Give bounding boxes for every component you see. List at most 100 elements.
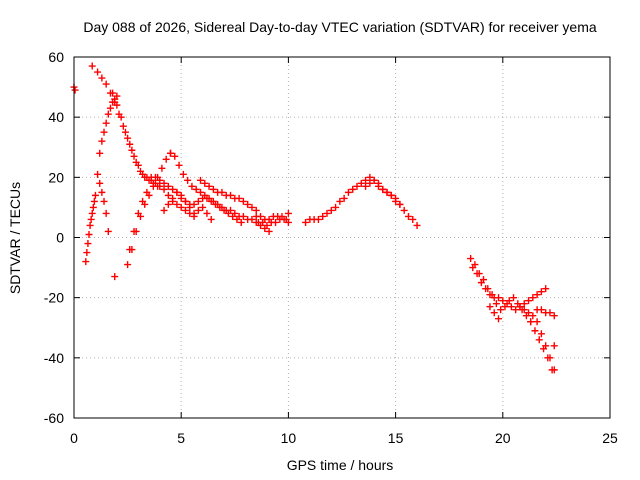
- data-point: [89, 203, 97, 211]
- data-point: [179, 170, 187, 178]
- data-point: [162, 155, 170, 163]
- data-point: [233, 215, 241, 223]
- data-point: [169, 185, 177, 193]
- series-start-point: [70, 83, 79, 94]
- data-point: [239, 212, 247, 220]
- data-marks: [70, 62, 558, 374]
- series-falling-short: [94, 170, 112, 235]
- x-tick-label: 20: [495, 430, 511, 446]
- data-point: [117, 113, 125, 121]
- data-point: [121, 128, 129, 136]
- data-point: [160, 179, 168, 187]
- data-point: [190, 209, 198, 217]
- data-point: [362, 182, 370, 190]
- data-point: [237, 218, 245, 226]
- data-point: [100, 197, 108, 205]
- data-point: [171, 152, 179, 160]
- data-point: [366, 173, 374, 181]
- series-late-desc-6: [486, 303, 503, 323]
- data-point: [83, 249, 91, 257]
- data-point: [186, 203, 194, 211]
- data-point: [88, 209, 96, 217]
- data-point: [314, 215, 322, 223]
- data-point: [544, 354, 552, 362]
- series-mid-hump: [302, 173, 421, 229]
- data-point: [84, 240, 92, 248]
- data-point: [102, 119, 110, 127]
- series-rising-arc-3b: [126, 188, 151, 254]
- data-point: [85, 230, 93, 238]
- data-point: [134, 209, 142, 217]
- data-point: [490, 309, 498, 317]
- data-point: [126, 140, 134, 148]
- data-point: [139, 197, 147, 205]
- data-point: [203, 194, 211, 202]
- data-point: [482, 285, 490, 293]
- series-rising-arc-early: [82, 191, 99, 266]
- data-point: [550, 312, 558, 320]
- series-rising-arc-2: [96, 92, 121, 157]
- data-point: [111, 273, 119, 281]
- grid: [74, 57, 610, 418]
- data-point: [130, 227, 138, 235]
- data-point: [537, 330, 545, 338]
- data-point: [229, 212, 237, 220]
- data-point: [173, 200, 181, 208]
- data-point: [323, 209, 331, 217]
- data-point: [96, 179, 104, 187]
- data-point: [400, 206, 408, 214]
- data-point: [344, 188, 352, 196]
- data-point: [134, 161, 142, 169]
- series-band-4-8: [160, 188, 215, 223]
- data-point: [164, 191, 172, 199]
- data-point: [88, 62, 96, 70]
- data-point: [194, 206, 202, 214]
- data-point: [220, 206, 228, 214]
- data-point: [510, 294, 518, 302]
- data-point: [520, 300, 528, 308]
- series-late-point: [550, 342, 558, 350]
- data-point: [184, 176, 192, 184]
- data-point: [495, 294, 503, 302]
- data-point: [516, 303, 524, 311]
- data-point: [143, 188, 151, 196]
- data-point: [370, 176, 378, 184]
- data-point: [175, 161, 183, 169]
- data-point: [396, 200, 404, 208]
- data-point: [503, 300, 511, 308]
- data-point: [205, 182, 213, 190]
- data-point: [201, 179, 209, 187]
- data-point: [128, 146, 136, 154]
- data-point: [469, 264, 477, 272]
- series-late-desc-2: [469, 264, 550, 314]
- data-point: [302, 218, 310, 226]
- data-point: [531, 327, 539, 335]
- data-point: [362, 176, 370, 184]
- series-band-6-8: [196, 176, 260, 214]
- data-point: [207, 197, 215, 205]
- data-point: [495, 315, 503, 323]
- data-point: [280, 215, 288, 223]
- data-point: [173, 188, 181, 196]
- y-tick-label: 40: [48, 109, 64, 125]
- data-point: [529, 294, 537, 302]
- data-point: [119, 122, 127, 130]
- data-point: [383, 188, 391, 196]
- data-point: [497, 306, 505, 314]
- data-point: [550, 342, 558, 350]
- data-point: [248, 203, 256, 211]
- data-point: [199, 203, 207, 211]
- data-point: [527, 318, 535, 326]
- data-point: [244, 200, 252, 208]
- y-tick-label: 60: [48, 49, 64, 65]
- data-point: [207, 215, 215, 223]
- data-point: [177, 203, 185, 211]
- series-rising-arc-3: [124, 149, 174, 269]
- data-point: [366, 179, 374, 187]
- data-point: [166, 149, 174, 157]
- data-point: [332, 203, 340, 211]
- data-point: [181, 206, 189, 214]
- data-point: [272, 218, 280, 226]
- data-point: [181, 197, 189, 205]
- data-point: [404, 212, 412, 220]
